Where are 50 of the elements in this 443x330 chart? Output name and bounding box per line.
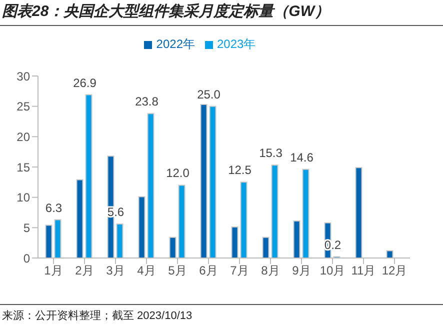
bar [178, 184, 186, 258]
y-tick-label: 10 [16, 190, 30, 205]
bar [147, 113, 154, 258]
x-tick-label: 8月 [261, 264, 280, 278]
y-tick-label: 25 [16, 100, 30, 114]
bar [138, 196, 146, 258]
bar [169, 236, 176, 258]
bar [302, 168, 310, 258]
data-label: 14.6 [290, 150, 314, 164]
x-tick-label: 2月 [75, 264, 94, 278]
source-note: 来源：公开资料整理；截至 2023/10/13 [2, 309, 192, 323]
data-label: 12.0 [166, 166, 190, 180]
y-tick-label: 5 [23, 220, 30, 235]
bar [386, 250, 394, 258]
bar [200, 104, 208, 258]
y-tick-label: 30 [16, 69, 30, 84]
bar [45, 224, 52, 258]
x-tick-label: 7月 [230, 264, 249, 278]
data-label: 15.3 [259, 146, 283, 160]
bar [271, 164, 278, 258]
bar [209, 106, 216, 258]
bar [116, 224, 124, 258]
x-tick-label: 1月 [44, 264, 63, 278]
bar [76, 179, 84, 258]
data-label: 12.5 [228, 163, 252, 178]
y-tick-label: 0 [23, 251, 30, 266]
bar [54, 219, 62, 258]
bar [355, 167, 362, 258]
data-label: 6.3 [45, 200, 62, 215]
x-tick-label: 6月 [199, 264, 218, 278]
x-tick-label: 4月 [137, 264, 156, 278]
bar [85, 94, 92, 258]
legend-label: 2022年 [156, 37, 195, 51]
x-tick-label: 12月 [382, 264, 408, 278]
y-tick-label: 15 [16, 160, 30, 174]
bar [262, 236, 270, 258]
x-tick-label: 10月 [320, 264, 346, 278]
x-tick-label: 11月 [351, 264, 376, 278]
x-tick-label: 5月 [168, 264, 187, 278]
data-label: 26.9 [73, 76, 97, 90]
data-label: 25.0 [197, 87, 221, 102]
y-tick-label: 20 [16, 130, 30, 144]
bar [240, 182, 248, 258]
chart-title: 图表28：央国企大型组件集采月度定标量（GW） [2, 2, 330, 21]
x-tick-label: 9月 [292, 264, 311, 278]
data-label: 23.8 [135, 94, 159, 109]
bar [231, 226, 238, 258]
legend-label: 2023年 [217, 37, 256, 51]
x-tick-label: 3月 [106, 264, 125, 278]
bar [293, 220, 300, 258]
